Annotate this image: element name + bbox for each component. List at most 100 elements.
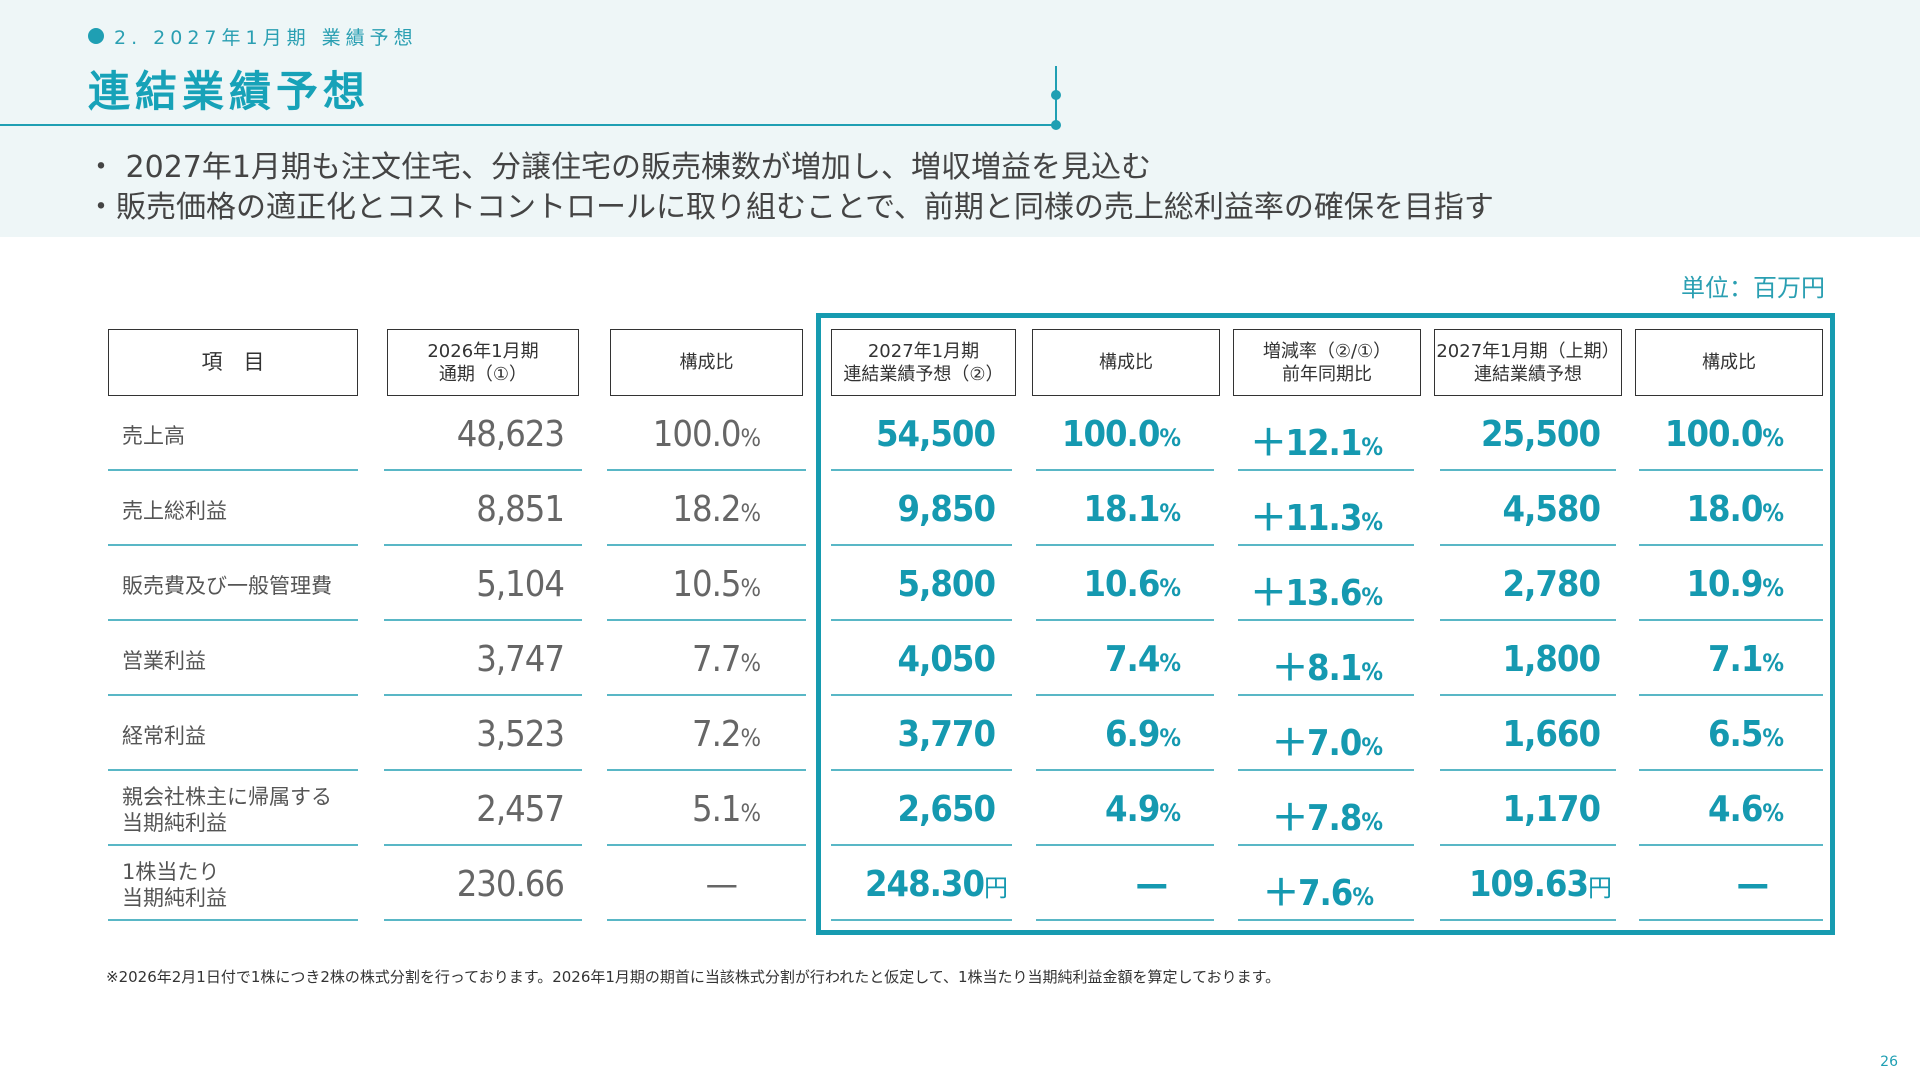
header-h1: 2027年1月期（上期） 連結業績予想 <box>1434 329 1622 396</box>
row-item-label: 売上総利益 <box>122 499 227 523</box>
header-h1-line1: 2027年1月期（上期） <box>1436 340 1620 362</box>
fy2026-eps-ratio: — <box>705 864 738 905</box>
page-title: 連結業績予想 <box>88 67 371 116</box>
h1-eps-value: 109.63円 <box>1469 864 1612 905</box>
row-separator-line <box>1238 469 1414 471</box>
growth-value: ＋8.1% <box>1271 648 1383 689</box>
header-ratio-label: 構成比 <box>1702 352 1756 373</box>
row-separator-line <box>1036 919 1214 921</box>
header-fy2027-ratio: 構成比 <box>1032 329 1220 396</box>
h1-eps-ratio: — <box>1736 864 1769 905</box>
header-h1-line2: 連結業績予想 <box>1473 363 1582 385</box>
row-item-label: 経常利益 <box>122 724 206 748</box>
h1-ratio-value: 100.0% <box>1664 414 1784 455</box>
row-separator-line <box>384 769 582 771</box>
row-separator-line <box>607 844 806 846</box>
row-separator-line <box>1639 769 1823 771</box>
bullet-item: ・ 2027年1月期も注文住宅、分譲住宅の販売棟数が増加し、増収増益を見込む <box>86 150 1151 185</box>
summary-bullets: ・ 2027年1月期も注文住宅、分譲住宅の販売棟数が増加し、増収増益を見込む ・… <box>86 148 1494 228</box>
h1-ratio-value: 18.0% <box>1686 489 1784 530</box>
fy2027-eps-value: 248.30円 <box>865 864 1008 905</box>
fy2026-ratio-value: 7.2% <box>691 714 761 755</box>
row-separator-line <box>1639 919 1823 921</box>
title-node-dot <box>1051 120 1061 130</box>
fy2027-value: 4,050 <box>897 639 996 680</box>
row-item-label: 営業利益 <box>122 649 206 673</box>
growth-eps-value: ＋7.6% <box>1262 873 1374 914</box>
fy2027-ratio-value: 7.4% <box>1104 639 1181 680</box>
row-separator-line <box>108 619 358 621</box>
section-label-text: 2. 2027年1月期 業績予想 <box>114 26 418 49</box>
header-band <box>0 0 1920 237</box>
h1-ratio-value: 7.1% <box>1707 639 1784 680</box>
row-separator-line <box>384 619 582 621</box>
header-fy2026-line2: 通期（①） <box>438 363 528 385</box>
row-separator-line <box>831 619 1012 621</box>
fy2026-ratio-value: 7.7% <box>691 639 761 680</box>
fy2026-value: 8,851 <box>476 489 565 530</box>
header-fy2026-ratio: 構成比 <box>610 329 803 396</box>
footnote: ※2026年2月1日付で1株につき2株の株式分割を行っております。2026年1月… <box>106 968 1281 986</box>
row-separator-line <box>1238 544 1414 546</box>
row-separator-line <box>607 769 806 771</box>
header-growth-line1: 増減率（②/①） <box>1262 340 1392 362</box>
title-underline <box>0 124 1057 126</box>
row-item-label: 1株当たり 当期純利益 <box>122 860 227 910</box>
row-item-label: 販売費及び一般管理費 <box>122 574 332 598</box>
row-separator-line <box>1036 694 1214 696</box>
growth-value: ＋7.0% <box>1271 723 1383 764</box>
header-ratio-label: 構成比 <box>679 352 734 373</box>
row-separator-line <box>607 619 806 621</box>
page-number: 26 <box>1880 1054 1898 1070</box>
row-separator-line <box>831 769 1012 771</box>
header-fy2026: 2026年1月期 通期（①） <box>387 329 579 396</box>
growth-value: ＋7.8% <box>1271 798 1383 839</box>
row-separator-line <box>1440 619 1616 621</box>
h1-value: 1,170 <box>1502 789 1601 830</box>
fy2026-eps-value: 230.66 <box>456 864 565 905</box>
forecast-highlight-box <box>816 313 1835 935</box>
row-separator-line <box>607 694 806 696</box>
row-separator-line <box>831 919 1012 921</box>
header-fy2026-line1: 2026年1月期 <box>427 340 539 362</box>
fy2026-ratio-value: 100.0% <box>652 414 761 455</box>
row-separator-line <box>1036 769 1214 771</box>
row-separator-line <box>1238 769 1414 771</box>
row-separator-line <box>1036 844 1214 846</box>
row-separator-line <box>1639 544 1823 546</box>
header-growth: 増減率（②/①） 前年同期比 <box>1233 329 1421 396</box>
row-separator-line <box>1639 694 1823 696</box>
row-separator-line <box>1036 469 1214 471</box>
fy2026-value: 3,747 <box>476 639 565 680</box>
row-separator-line <box>831 469 1012 471</box>
unit-label: 単位：百万円 <box>1681 274 1825 302</box>
growth-value: ＋12.1% <box>1250 423 1383 464</box>
fy2026-value: 5,104 <box>476 564 565 605</box>
row-separator-line <box>384 694 582 696</box>
row-separator-line <box>1238 919 1414 921</box>
header-fy2027-line1: 2027年1月期 <box>867 340 980 362</box>
section-label: 2. 2027年1月期 業績予想 <box>88 22 418 50</box>
growth-value: ＋13.6% <box>1250 573 1383 614</box>
title-node-dot <box>1051 90 1061 100</box>
h1-value: 2,780 <box>1502 564 1601 605</box>
h1-value: 1,660 <box>1502 714 1601 755</box>
row-separator-line <box>1440 544 1616 546</box>
fy2026-ratio-value: 10.5% <box>672 564 761 605</box>
row-separator-line <box>108 469 358 471</box>
fy2027-value: 5,800 <box>897 564 996 605</box>
fy2026-value: 48,623 <box>456 414 565 455</box>
row-separator-line <box>1440 769 1616 771</box>
fy2027-ratio-value: 10.6% <box>1083 564 1181 605</box>
row-item-label: 親会社株主に帰属する 当期純利益 <box>122 785 332 835</box>
row-separator-line <box>831 844 1012 846</box>
header-fy2027: 2027年1月期 連結業績予想（②） <box>831 329 1016 396</box>
row-separator-line <box>108 694 358 696</box>
row-separator-line <box>607 919 806 921</box>
row-separator-line <box>1440 844 1616 846</box>
header-fy2027-line2: 連結業績予想（②） <box>843 363 1004 385</box>
row-separator-line <box>384 469 582 471</box>
row-item-label: 売上高 <box>122 424 185 448</box>
h1-value: 1,800 <box>1502 639 1601 680</box>
row-separator-line <box>108 844 358 846</box>
